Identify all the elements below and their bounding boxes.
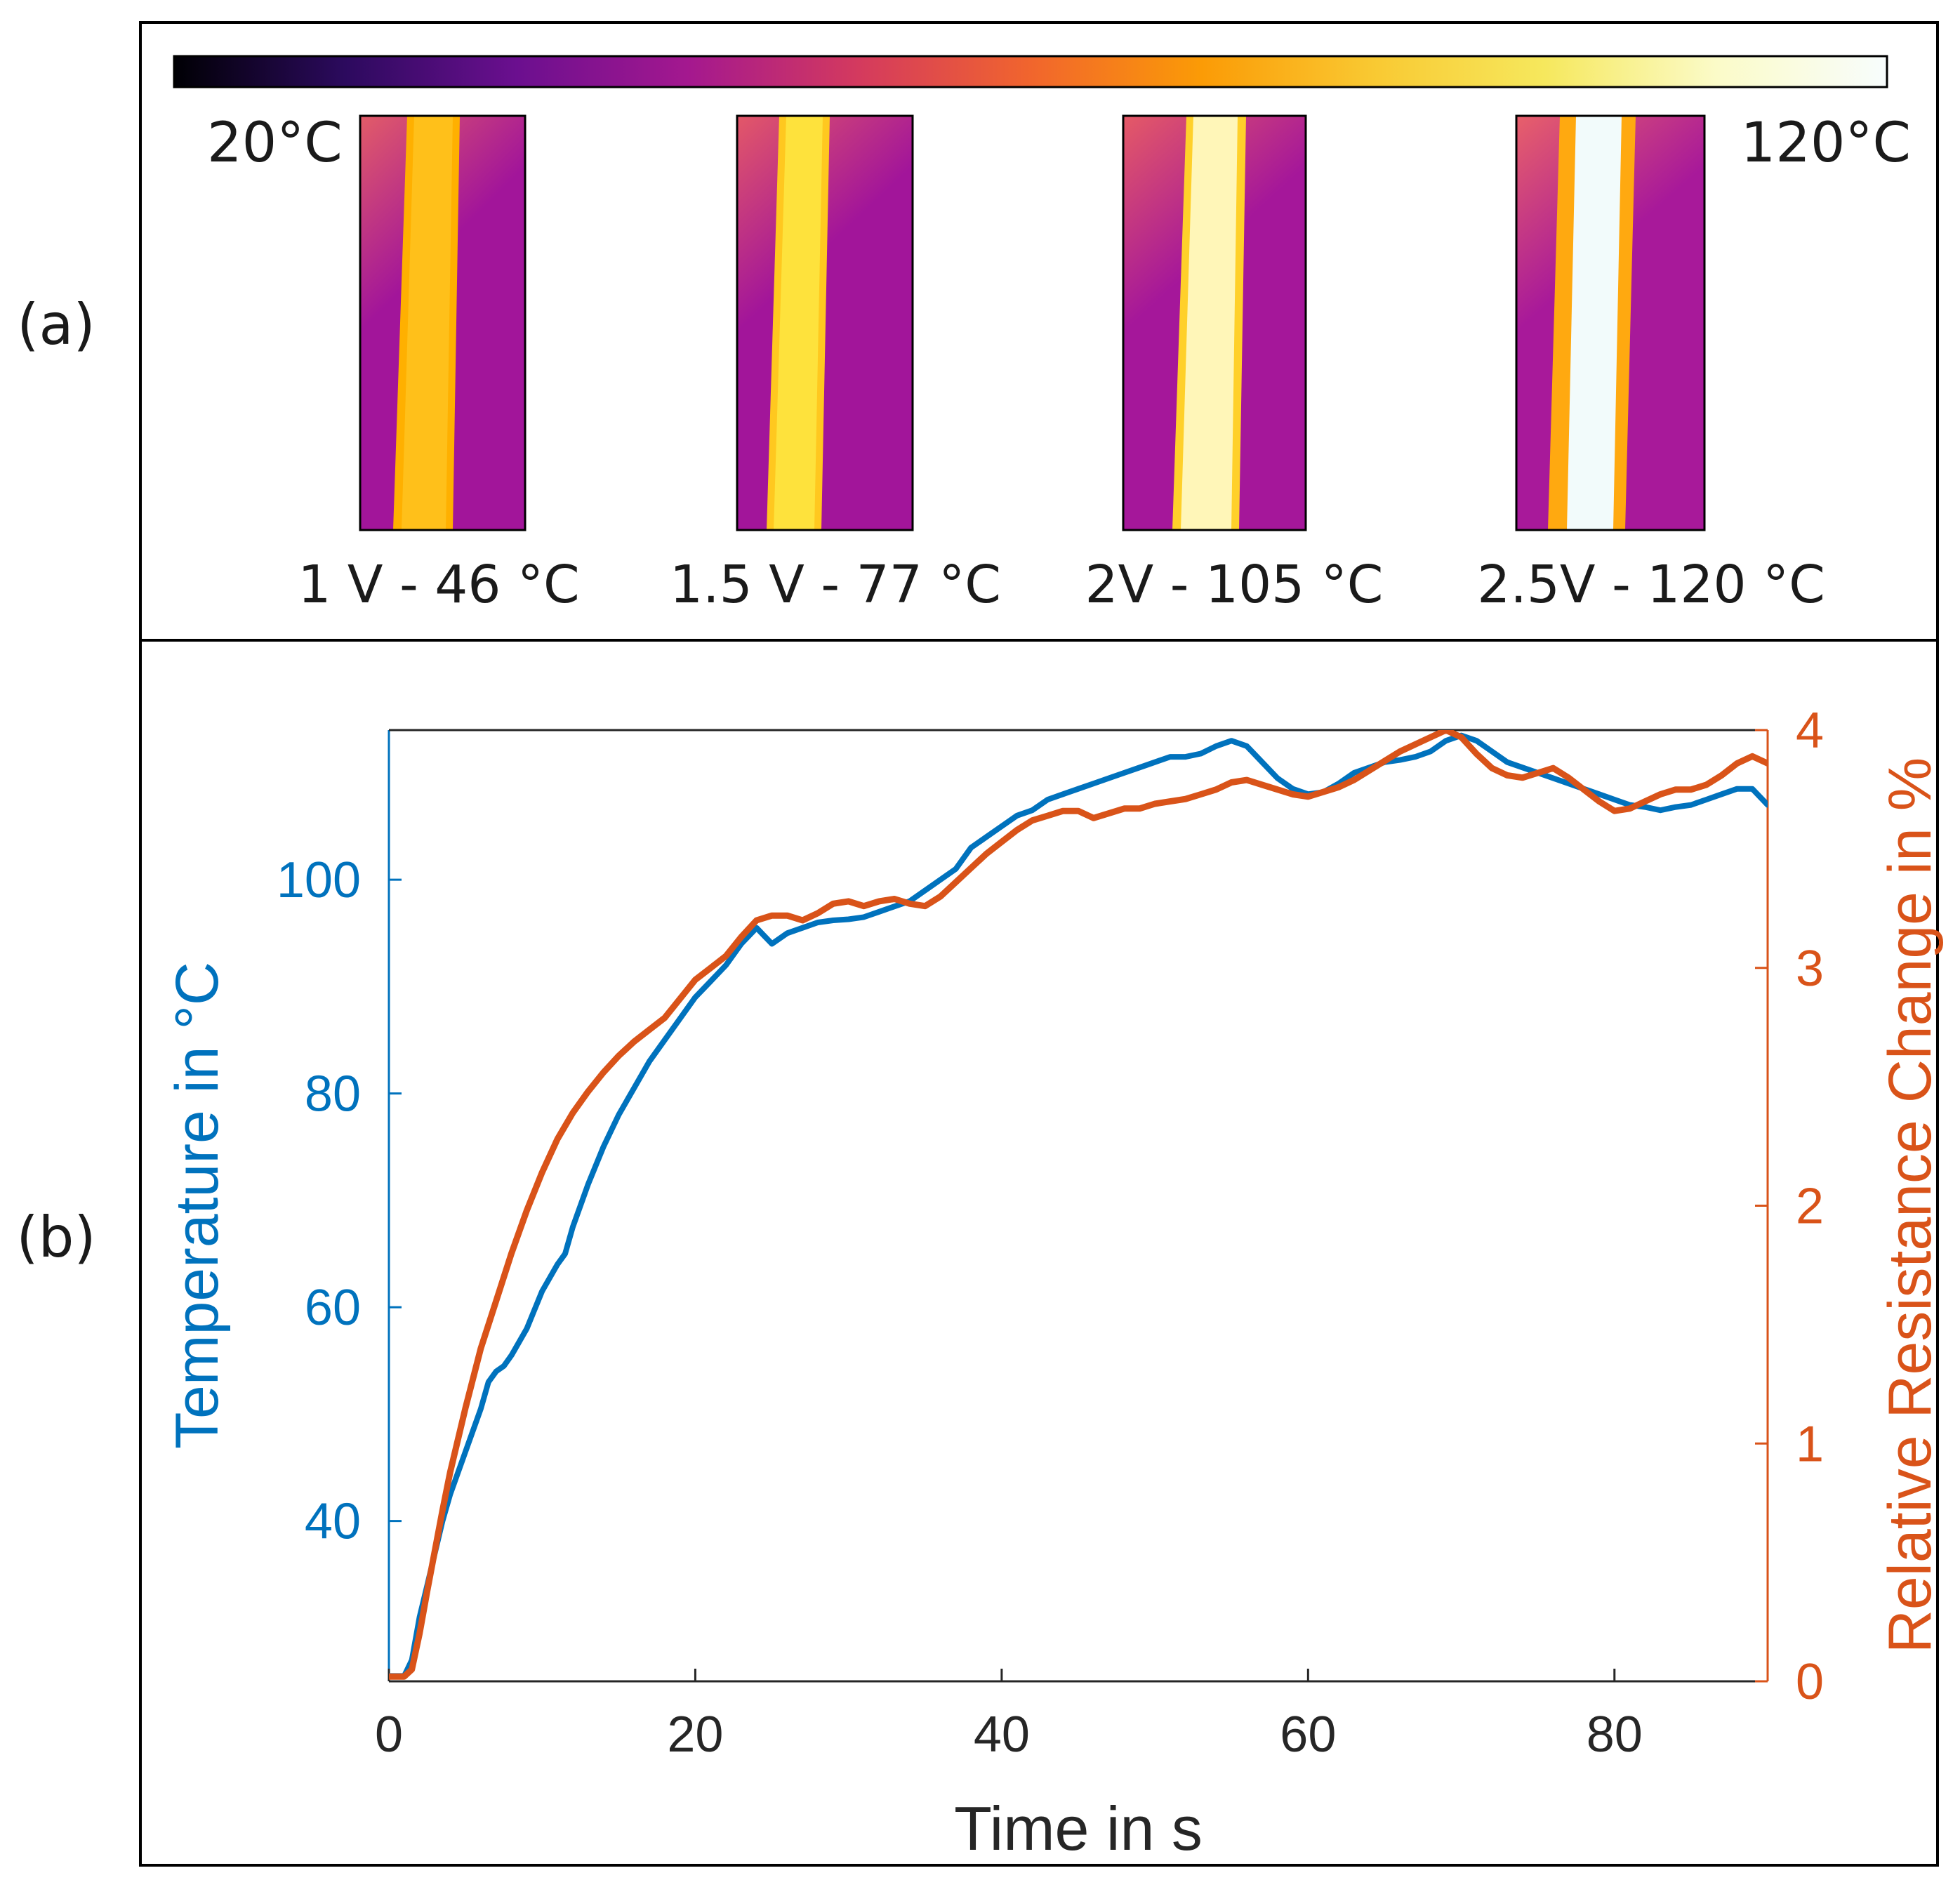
thermal-caption-2: 1.5 V - 77 °C <box>670 555 1001 615</box>
x-tick-label: 80 <box>1587 1707 1643 1763</box>
colorbar-max-label: 120°C <box>1741 112 1911 175</box>
thermal-frame-3 <box>1122 114 1307 531</box>
right-tick-label: 2 <box>1796 1179 1824 1235</box>
temperature-line <box>389 732 1768 1679</box>
x-tick-label: 0 <box>375 1707 403 1763</box>
series-layer <box>389 730 1768 1680</box>
x-tick-label: 20 <box>667 1707 723 1763</box>
thermal-image-3: 2V - 105 °C <box>1085 114 1384 615</box>
left-tick-label: 100 <box>277 852 361 908</box>
thermal-image-2: 1.5 V - 77 °C <box>670 114 1001 615</box>
left-tick-label: 60 <box>305 1280 361 1336</box>
thermal-image-4: 2.5V - 120 °C <box>1477 114 1825 615</box>
x-axis-label: Time in s <box>954 1794 1203 1863</box>
dual-axis-line-chart: 0 20 40 60 80 40 60 80 100 0 1 2 3 4 Time in s Temper… <box>164 703 1944 1863</box>
right-tick-label: 3 <box>1796 941 1824 997</box>
thermal-frame-4 <box>1515 114 1706 531</box>
left-tick-label: 40 <box>305 1494 361 1550</box>
right-axis-label: Relative Resistance Change in % <box>1876 757 1944 1653</box>
left-tick-label: 80 <box>305 1066 361 1123</box>
thermal-wire-4 <box>1567 116 1622 530</box>
thermal-frame-2 <box>736 114 914 531</box>
right-tick-label: 4 <box>1796 703 1824 759</box>
panel-b-label: (b) <box>16 1205 95 1270</box>
left-axis-label: Temperature in °C <box>164 962 231 1449</box>
thermal-wire-3 <box>1181 116 1238 530</box>
panel-b-frame <box>139 639 1939 1867</box>
right-tick-label: 1 <box>1796 1416 1824 1472</box>
thermal-frame-1 <box>359 114 527 531</box>
thermal-caption-1: 1 V - 46 °C <box>298 555 579 615</box>
thermal-wire-1 <box>402 116 453 530</box>
panel-a-label: (a) <box>17 292 95 357</box>
x-tick-label: 60 <box>1280 1707 1336 1763</box>
colorbar <box>173 55 1888 88</box>
right-tick-label: 0 <box>1796 1654 1824 1710</box>
resistance-change-line <box>389 730 1768 1680</box>
thermal-wire-2 <box>774 116 823 530</box>
x-tick-label: 40 <box>974 1707 1030 1763</box>
colorbar-min-label: 20°C <box>207 112 343 175</box>
thermal-caption-3: 2V - 105 °C <box>1085 555 1384 615</box>
thermal-image-1: 1 V - 46 °C <box>298 114 580 615</box>
axis-ticks: 0 20 40 60 80 40 60 80 100 0 1 2 3 4 <box>277 703 1824 1763</box>
thermal-caption-4: 2.5V - 120 °C <box>1477 555 1825 615</box>
